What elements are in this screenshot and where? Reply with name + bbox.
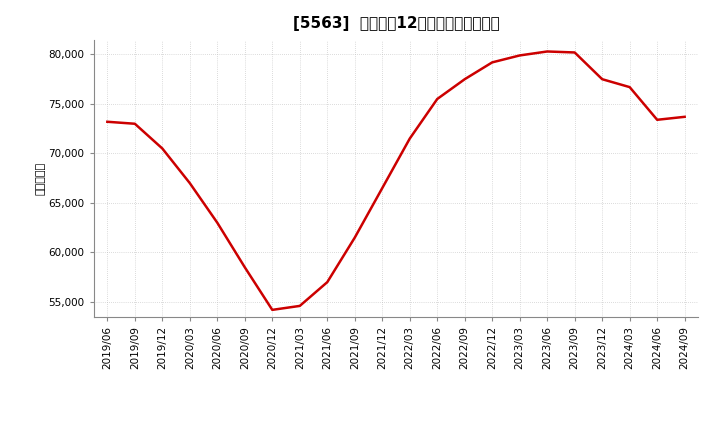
Y-axis label: （百万円）: （百万円）: [36, 161, 45, 195]
Title: [5563]  売上高の12か月移動合計の推移: [5563] 売上高の12か月移動合計の推移: [292, 16, 500, 32]
